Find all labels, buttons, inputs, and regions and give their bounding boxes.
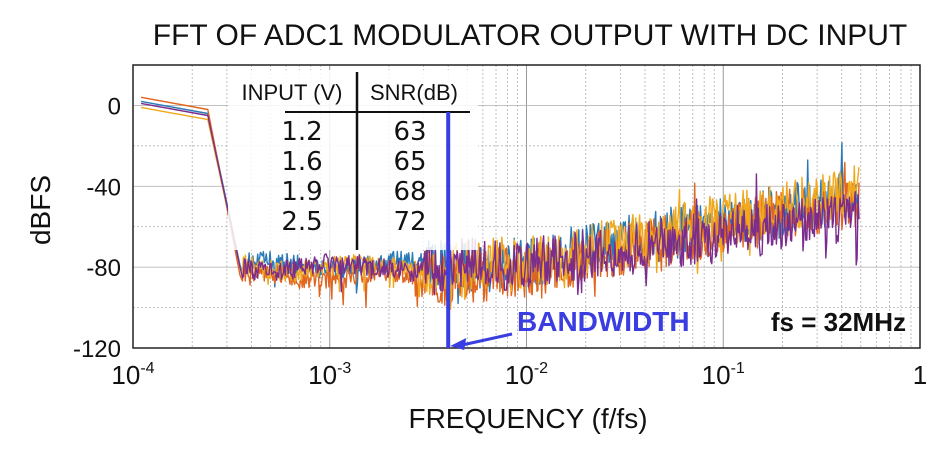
- bandwidth-marker: BANDWIDTH: [446, 112, 690, 350]
- snr-table-cell-input: 1.2: [281, 117, 322, 147]
- bandwidth-label: BANDWIDTH: [517, 306, 690, 337]
- snr-table-cell-snr: 63: [393, 117, 426, 147]
- snr-table-cell-snr: 68: [393, 177, 426, 207]
- y-tick-labels: 0 -40 -80 -120: [73, 93, 121, 363]
- plot-frame: [132, 64, 921, 349]
- x-tick-label: 1: [913, 360, 927, 390]
- snr-table-cell-input: 1.6: [281, 147, 322, 177]
- y-tick-label: -40: [86, 174, 121, 201]
- x-tick-labels: 10-4 10-3 10-2 10-1 1: [111, 360, 927, 390]
- y-tick-label: 0: [108, 93, 121, 120]
- snr-table-header-snr: SNR(dB): [370, 80, 458, 105]
- bandwidth-arrow: [461, 332, 513, 347]
- snr-table-cell-snr: 65: [393, 147, 426, 177]
- x-tick-label: 10-1: [702, 360, 745, 390]
- bandwidth-arrowhead: [450, 338, 467, 350]
- snr-table-rows: 1.2 63 1.6 65 1.9 68 2.5 72: [281, 117, 426, 237]
- y-tick-label: -120: [73, 336, 121, 363]
- snr-table-cell-input: 2.5: [281, 207, 322, 237]
- x-tick-label: 10-4: [111, 360, 154, 390]
- chart-title: FFT OF ADC1 MODULATOR OUTPUT WITH DC INP…: [153, 19, 907, 52]
- snr-table: INPUT (V) SNR(dB) 1.2 63 1.6 65 1.9 68 2.5 72: [228, 70, 478, 250]
- x-tick-label: 10-3: [308, 360, 351, 390]
- snr-table-background: [228, 70, 478, 250]
- snr-table-cell-input: 1.9: [281, 177, 322, 207]
- snr-table-cell-snr: 72: [393, 207, 426, 237]
- series-line: [140, 102, 860, 296]
- snr-table-header-input: INPUT (V): [241, 80, 342, 105]
- x-tick-label: 10-2: [505, 360, 548, 390]
- fs-label: fs = 32MHz: [771, 307, 906, 337]
- series-group: [140, 96, 860, 310]
- y-axis-title: dBFS: [25, 175, 56, 245]
- x-axis-title: FREQUENCY (f/fs): [408, 403, 647, 434]
- y-tick-label: -80: [86, 255, 121, 282]
